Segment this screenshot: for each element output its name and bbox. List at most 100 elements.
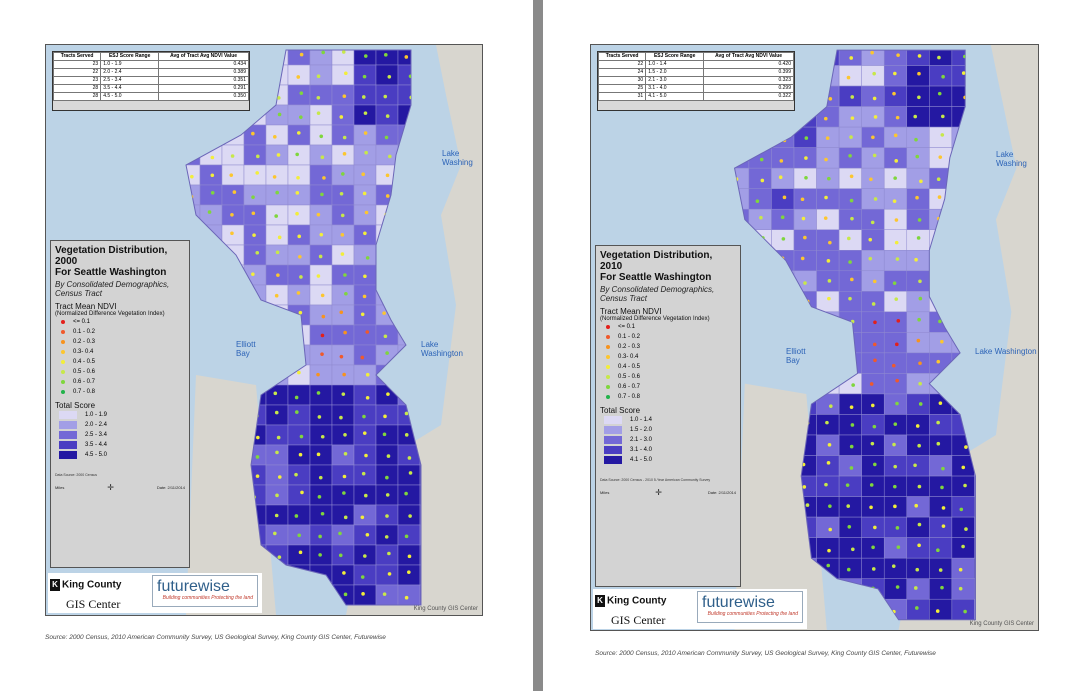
ndvi-dot [252, 233, 256, 237]
ndvi-dot [849, 174, 854, 179]
tract-polygon [816, 147, 840, 169]
ndvi-dot [299, 434, 304, 439]
tract-polygon [861, 188, 885, 210]
ndvi-class-label: 0.7 - 0.8 [618, 394, 641, 400]
king-county-logo: K King County [50, 579, 121, 591]
ndvi-class-label: 0.5 - 0.6 [73, 369, 96, 375]
tract-polygon [287, 124, 311, 146]
tract-polygon [156, 125, 178, 145]
ndvi-dot [803, 114, 807, 118]
score-class-label: 4.5 - 5.0 [85, 452, 108, 458]
ndvi-dot [824, 157, 828, 162]
ndvi-dot [801, 380, 805, 385]
ndvi-dot [295, 191, 300, 195]
legend-2010: Vegetation Distribution, 2010 For Seattl… [595, 245, 741, 587]
logo-block: K King County GIS Center futurewise Build… [593, 589, 807, 629]
tract-polygon [883, 250, 908, 272]
ndvi-dot [316, 452, 321, 457]
ndvi-dot [960, 380, 965, 385]
label-elliott-bay: Elliott Bay [236, 340, 256, 358]
ndvi-dot [429, 370, 433, 374]
futurewise-logo: futurewise Building communities Protecti… [152, 575, 258, 607]
ndvi-dot [692, 237, 696, 241]
tract-polygon [974, 373, 976, 395]
ndvi-dot [362, 294, 367, 299]
ndvi-dot [298, 254, 302, 259]
score-class-row: 4.5 - 5.0 [55, 450, 185, 460]
tract-polygon [331, 424, 355, 446]
ndvi-dot [915, 195, 919, 200]
legend-place: For Seattle Washington [600, 272, 712, 283]
ndvi-dot [385, 514, 389, 518]
ndvi-dot [803, 281, 807, 285]
ndvi-dot [893, 133, 898, 138]
tract-polygon [265, 524, 289, 546]
tract-polygon [309, 504, 333, 526]
ndvi-dot [141, 172, 145, 176]
ndvi-dot [407, 456, 412, 460]
ndvi-dot [938, 319, 942, 324]
tract-polygon [287, 464, 311, 486]
ndvi-dot [343, 592, 348, 597]
label-lake-washington: Lake Washington [975, 347, 1037, 356]
ndvi-dot [981, 420, 985, 424]
ndvi-dot [255, 455, 260, 459]
tract-polygon [156, 165, 178, 185]
tract-polygon [309, 464, 333, 486]
tract-polygon [265, 404, 289, 426]
ndvi-dot [299, 275, 303, 279]
tract-polygon [704, 209, 727, 230]
ndvi-dot [964, 445, 968, 449]
table-header: Avg of Tract Avg NDVI Value [703, 52, 794, 61]
ndvi-dot [935, 609, 940, 613]
ndvi-dot [210, 155, 215, 160]
ndvi-dot [319, 134, 324, 139]
ndvi-dot [780, 360, 785, 365]
tract-polygon [883, 85, 908, 107]
ndvi-dot [228, 293, 233, 298]
ndvi-dot [917, 71, 921, 76]
ndvi-dot [869, 483, 874, 487]
ndvi-dot [895, 401, 899, 406]
tract-polygon [974, 537, 976, 559]
tract-polygon [974, 229, 976, 251]
tract-polygon [974, 270, 976, 292]
tract-polygon [906, 311, 930, 333]
ndvi-dot [895, 257, 900, 261]
tract-polygon [861, 311, 885, 333]
ndvi-dot [782, 195, 787, 200]
tract-polygon [838, 434, 862, 456]
ndvi-dot [365, 256, 370, 260]
ndvi-dot [408, 514, 412, 518]
tract-polygon [704, 148, 727, 169]
ndvi-dot [919, 179, 923, 184]
ndvi-dot [850, 116, 855, 120]
ndvi-dot [849, 198, 854, 203]
ndvi-dot [298, 550, 303, 555]
tract-polygon [419, 84, 421, 106]
tract-polygon [331, 284, 355, 306]
ndvi-dot [253, 293, 257, 298]
ndvi-class-row: 0.3- 0.4 [55, 347, 185, 357]
tract-polygon [68, 165, 90, 185]
ndvi-classes: <= 0.1 0.1 - 0.2 0.2 - 0.3 0.3- 0.4 0.4 - 0.… [600, 322, 736, 402]
tract-polygon [397, 224, 421, 246]
ndvi-dot [917, 54, 922, 58]
tract-polygon [636, 127, 659, 148]
ndvi-dot [600, 116, 604, 120]
ndvi-dot [761, 381, 765, 386]
ndvi-dot [298, 310, 303, 315]
ndvi-dot [806, 56, 811, 60]
tract-polygon [397, 264, 421, 286]
ndvi-dot [384, 535, 389, 539]
ndvi-dot [294, 472, 298, 477]
ndvi-dot [803, 235, 807, 240]
ndvi-dot [360, 312, 365, 317]
ndvi-dot [963, 54, 967, 59]
tract-polygon [287, 384, 311, 406]
legend-2000: Vegetation Distribution, 2000 For Seattl… [50, 240, 190, 568]
ndvi-dot [277, 475, 282, 479]
ndvi-class-row: 0.1 - 0.2 [600, 332, 736, 342]
tract-polygon [265, 104, 289, 126]
disclaimer-text [600, 469, 736, 474]
